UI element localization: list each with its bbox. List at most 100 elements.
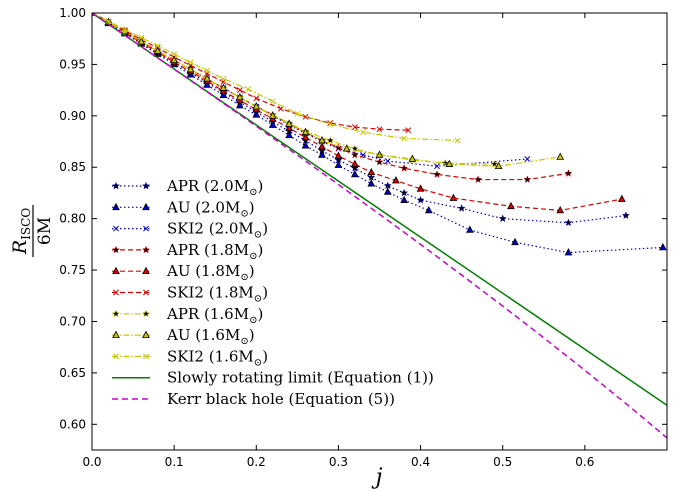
- legend-marker: [113, 225, 119, 232]
- series-0-point: [367, 173, 376, 182]
- series-5: [92, 13, 412, 134]
- series-8-point: [121, 26, 128, 33]
- series-1-point: [659, 242, 667, 251]
- legend-label: Slowly rotating limit (Equation (1)): [167, 369, 434, 387]
- series-7-point: [445, 159, 454, 167]
- legend-label-sun-symbol: ⊙: [249, 251, 257, 262]
- legend-entry-6: APR (1.6M⊙): [111, 305, 263, 326]
- series-3-point: [350, 150, 359, 159]
- legend-label-sun-symbol: ⊙: [254, 230, 262, 241]
- series-2-point: [384, 158, 391, 165]
- legend-entry-7: AU (1.6M⊙): [112, 326, 255, 347]
- series-8-line: [92, 13, 458, 142]
- series-7-point: [219, 83, 228, 91]
- legend-marker: [112, 266, 120, 275]
- series-1-point: [219, 90, 228, 99]
- legend-label: APR (1.6M⊙): [166, 305, 263, 326]
- legend: APR (2.0M⊙)AU (2.0M⊙)SKI2 (2.0M⊙)APR (1.…: [111, 177, 434, 408]
- series-2-point: [434, 163, 440, 170]
- series-1-point: [564, 248, 573, 256]
- series-1-point: [235, 101, 244, 109]
- series-5-point: [253, 95, 260, 102]
- legend-label: APR (1.8M⊙): [166, 241, 263, 262]
- legend-marker: [142, 266, 150, 275]
- series-2-point: [524, 156, 531, 162]
- legend-label-close: ): [257, 177, 263, 195]
- series-9-line: [92, 13, 667, 406]
- x-axis-label: j: [371, 465, 383, 490]
- legend-label: SKI2 (2.0M⊙): [167, 220, 268, 241]
- series-5-point: [405, 127, 412, 134]
- series-1-point: [511, 237, 519, 246]
- legend-label-sun-symbol: ⊙: [249, 187, 257, 198]
- legend-label-close: ): [249, 262, 255, 280]
- legend-marker: [142, 330, 150, 338]
- series-8-point: [269, 98, 276, 105]
- legend-label-sun-symbol: ⊙: [240, 336, 248, 347]
- series-0-point: [416, 195, 425, 204]
- series-8-point: [360, 129, 367, 136]
- series-8-point: [187, 59, 194, 66]
- series-1-point: [334, 160, 343, 168]
- legend-marker: [111, 245, 121, 254]
- legend-label-sun-symbol: ⊙: [254, 357, 262, 368]
- series-7-point: [153, 46, 162, 54]
- series-0-point: [621, 211, 631, 220]
- series-4-point: [416, 184, 425, 192]
- series-0-point: [400, 188, 409, 197]
- series-7: [92, 13, 565, 170]
- legend-label: Kerr black hole (Equation (5)): [167, 390, 395, 408]
- series-4-point: [318, 142, 326, 150]
- series-8-point: [294, 110, 301, 117]
- legend-entry-8: SKI2 (1.6M⊙): [112, 347, 268, 368]
- series-3-point: [473, 175, 483, 184]
- y-axis-label-sub: ISCO: [19, 208, 33, 240]
- x-tick-label: 0.4: [411, 455, 430, 469]
- legend-entry-1: AU (2.0M⊙): [112, 198, 255, 219]
- series-1-point: [285, 130, 294, 139]
- legend-marker: [143, 225, 149, 232]
- legend-entry-10: Kerr black hole (Equation (5)): [112, 390, 395, 408]
- legend-entry-3: APR (1.8M⊙): [111, 241, 263, 262]
- legend-label: AU (1.8M⊙): [166, 262, 255, 283]
- series-1-point: [400, 195, 409, 203]
- series-7-point: [268, 111, 277, 119]
- series-8-point: [401, 135, 408, 142]
- series-8: [92, 13, 461, 144]
- x-tick-label: 0.1: [165, 455, 184, 469]
- ticks-layer: 0.0 0.1 0.2 0.3 0.4 0.5 0.6 0.60 0.65 0.70 0.75 0.8…: [59, 6, 667, 469]
- series-7-line: [92, 13, 561, 167]
- series-4-point: [449, 193, 458, 201]
- series-1-point: [252, 110, 261, 118]
- legend-label-close: ): [249, 326, 255, 344]
- series-3-point: [400, 163, 409, 172]
- series-4-point: [285, 123, 294, 131]
- y-tick-label: 0.90: [59, 109, 86, 123]
- series-4-point: [350, 159, 359, 167]
- series-7-point: [235, 92, 244, 101]
- series-7-point: [318, 136, 326, 144]
- series-5-point: [302, 113, 309, 120]
- series-4-point: [617, 194, 626, 202]
- x-tick-label: 0.5: [493, 455, 512, 469]
- series-1: [92, 13, 667, 256]
- legend-marker: [111, 181, 121, 190]
- series-3-line: [92, 13, 569, 181]
- series-5-point: [376, 126, 383, 133]
- series-4-point: [301, 132, 310, 141]
- series-4-point: [556, 205, 565, 214]
- series-1-point: [203, 80, 211, 88]
- series-6-point: [441, 158, 450, 167]
- series-7-point: [186, 65, 195, 73]
- series-5-point: [236, 87, 243, 94]
- legend-label: SKI2 (1.6M⊙): [167, 347, 268, 368]
- legend-entry-9: Slowly rotating limit (Equation (1)): [112, 369, 434, 387]
- series-5-line: [92, 13, 409, 131]
- series-8-point: [220, 75, 227, 82]
- y-tick-label: 0.95: [59, 57, 86, 71]
- x-tick-label: 0.3: [329, 455, 348, 469]
- series-3-point: [334, 143, 343, 152]
- x-tick-label: 0.6: [575, 455, 594, 469]
- series-0-point: [564, 218, 573, 227]
